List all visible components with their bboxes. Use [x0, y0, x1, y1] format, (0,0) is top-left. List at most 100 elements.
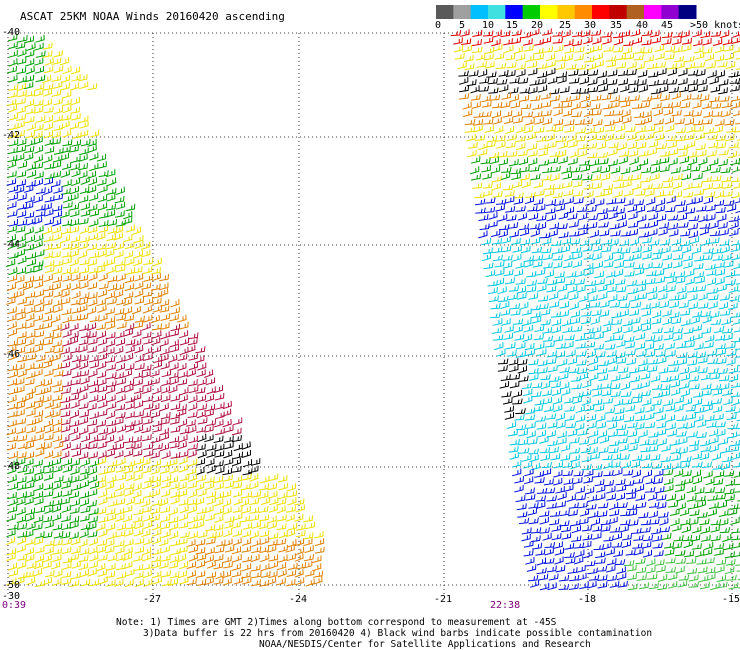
wind-barb [160, 505, 171, 514]
wind-barb [159, 338, 169, 347]
wind-barb [657, 356, 667, 364]
wind-barb [194, 355, 205, 364]
wind-barb [527, 157, 538, 166]
wind-barb [734, 482, 740, 486]
wind-barb [484, 46, 495, 54]
wind-barb [663, 181, 674, 189]
wind-barb [24, 184, 34, 193]
wind-barb [670, 518, 680, 527]
wind-barb [150, 403, 160, 412]
wind-barb [152, 304, 163, 313]
wind-barb [33, 400, 43, 410]
wind-barb [52, 450, 62, 459]
wind-barb [33, 409, 44, 418]
wind-barb [637, 70, 648, 78]
wind-barb [658, 366, 669, 374]
wind-barb [60, 120, 70, 129]
wind-barb [548, 375, 560, 382]
wind-barb [720, 30, 730, 39]
wind-barb [481, 100, 492, 108]
wind-barb [729, 294, 740, 302]
wind-barb [141, 370, 151, 379]
wind-barb [25, 330, 36, 339]
wind-barb [197, 378, 207, 386]
wind-barb [649, 518, 660, 525]
wind-barb [26, 122, 36, 131]
wind-barb [151, 474, 162, 483]
wind-barb [62, 219, 73, 227]
wind-barb [694, 549, 705, 558]
wind-barb [44, 346, 55, 354]
wind-barb [35, 379, 45, 388]
wind-barb [71, 537, 81, 546]
wind-barb [42, 202, 52, 211]
wind-barb [726, 349, 737, 357]
wind-barb [648, 140, 659, 148]
wind-barb [661, 245, 671, 254]
wind-barb [548, 292, 559, 300]
wind-barb [472, 182, 483, 189]
wind-barb [152, 425, 162, 433]
wind-barb [569, 437, 580, 444]
wind-barb [583, 109, 594, 117]
wind-barb [584, 404, 595, 412]
wind-barb [681, 164, 692, 172]
wind-barb [731, 528, 740, 534]
wind-barb [562, 101, 573, 108]
wind-barb [647, 292, 658, 301]
wind-barb [570, 310, 580, 318]
wind-barb [701, 164, 711, 173]
wind-barb [619, 302, 631, 309]
wind-barb [177, 537, 188, 545]
wind-barb [508, 364, 519, 373]
wind-barb [549, 222, 559, 230]
wind-barb [88, 426, 98, 435]
wind-barb [675, 493, 686, 502]
wind-barb [142, 337, 153, 345]
wind-barb [287, 490, 298, 498]
wind-barb [657, 438, 667, 446]
wind-barb [152, 257, 162, 267]
wind-barb [302, 560, 313, 569]
wind-barb [206, 560, 216, 569]
wind-barb [222, 498, 232, 508]
wind-barb [695, 285, 707, 292]
wind-barb [662, 31, 673, 39]
wind-barb [568, 367, 580, 374]
wind-barb [556, 55, 567, 62]
wind-barb [125, 338, 136, 346]
wind-barb [653, 343, 664, 351]
wind-barb [709, 230, 721, 237]
wind-barb [695, 143, 706, 151]
wind-barb [97, 304, 107, 313]
wind-barb [33, 537, 44, 546]
wind-barb [553, 125, 564, 133]
wind-barb [197, 530, 208, 539]
wind-barb [178, 434, 188, 443]
wind-barb [179, 387, 189, 396]
wind-barb [35, 425, 45, 434]
wind-barb [89, 553, 99, 562]
wind-barb [242, 522, 253, 530]
wind-barb [568, 140, 578, 148]
wind-barb [534, 189, 545, 197]
wind-barb [588, 574, 600, 581]
wind-barb [233, 496, 243, 506]
wind-barb [97, 569, 107, 577]
wind-barb [42, 553, 52, 563]
wind-barb [528, 373, 539, 381]
wind-barb [169, 465, 179, 474]
wind-barb [78, 354, 89, 362]
wind-barb [114, 442, 124, 450]
wind-barb [598, 360, 609, 367]
wind-barb [71, 290, 81, 300]
wind-barb [141, 457, 151, 466]
wind-barb [188, 515, 198, 524]
wind-barb [647, 438, 658, 446]
wind-barb [655, 565, 666, 573]
wind-barb [529, 165, 540, 172]
wind-barb [527, 507, 537, 516]
wind-barb [638, 429, 648, 438]
wind-barb [79, 360, 89, 370]
wind-barb [107, 499, 118, 507]
